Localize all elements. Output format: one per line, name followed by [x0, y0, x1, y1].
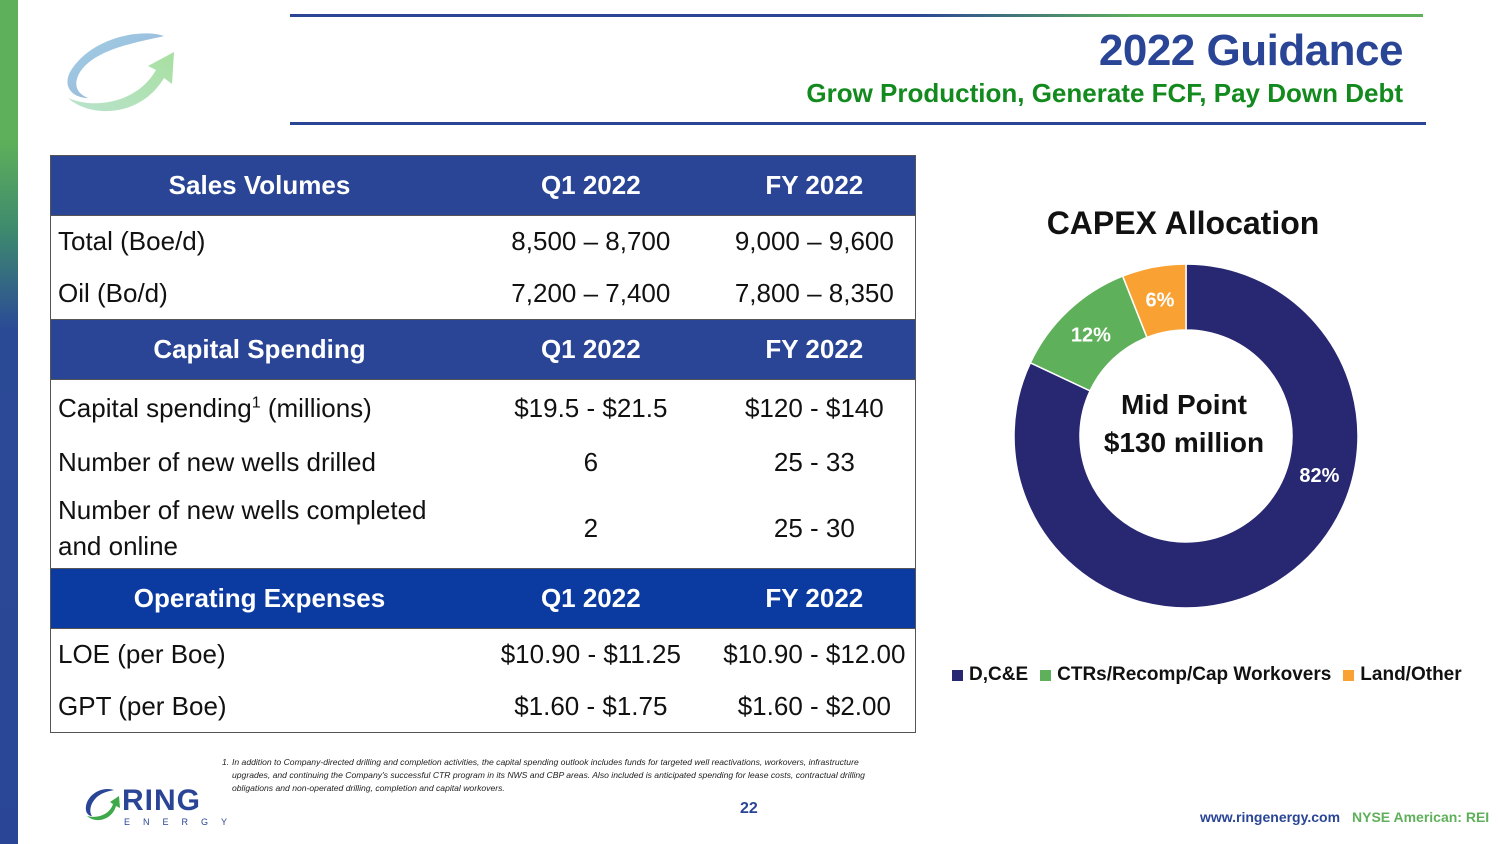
donut-center-label: Mid Point $130 million	[1084, 386, 1284, 462]
data-label-land: 6%	[1146, 289, 1175, 311]
legend-item-land: Land/Other	[1343, 664, 1462, 686]
row-label-line2: and online	[58, 531, 178, 562]
table-row: GPT (per Boe) $1.60 - $1.75 $1.60 - $2.0…	[51, 681, 916, 733]
q1-value: $10.90 - $11.25	[500, 639, 681, 670]
donut-slice-dce	[1013, 263, 1359, 609]
legend-swatch	[1343, 669, 1355, 681]
page-subtitle: Grow Production, Generate FCF, Pay Down …	[806, 78, 1403, 108]
left-accent-bar	[0, 0, 18, 844]
center-label-line2: $130 million	[1103, 427, 1265, 458]
fy-value: $1.60 - $2.00	[737, 690, 891, 721]
section-header-capital-spending: Capital Spending Q1 2022 FY 2022	[50, 319, 916, 380]
ring-logo-icon	[67, 33, 174, 112]
ring-energy-logo: RING ENERGY	[84, 784, 234, 830]
row-label: Number of new wells drilled	[58, 447, 376, 477]
legend-label: D,C&E	[969, 664, 1029, 685]
section-title: Operating Expenses	[50, 568, 468, 629]
fy-value: $120 - $140	[744, 392, 884, 423]
q1-value: $19.5 - $21.5	[514, 392, 668, 423]
chart-legend: D,C&E CTRs/Recomp/Cap Workovers Land/Other	[952, 664, 1462, 686]
footnote-text: In addition to Company-directed drilling…	[232, 757, 865, 793]
legend-swatch	[952, 669, 963, 681]
fy-value: $10.90 - $12.00	[723, 639, 906, 670]
column-header-q1: Q1 2022	[467, 568, 714, 629]
header-line-top	[290, 14, 1423, 17]
legend-label: CTRs/Recomp/Cap Workovers	[1057, 664, 1332, 685]
row-label: Number of new wells completed and online	[50, 488, 468, 569]
table-row: Number of new wells completed and online …	[50, 488, 916, 569]
header-line-bottom	[290, 122, 1426, 125]
donut-slice-land	[1121, 263, 1187, 339]
capex-donut-chart: 82% 12% 6%	[1013, 263, 1359, 609]
stock-ticker: NYSE American: REI	[1352, 809, 1490, 825]
data-label-dce: 82%	[1299, 465, 1339, 487]
row-label: Oil (Bo/d)	[50, 267, 468, 320]
row-label: Total (Boe/d)	[58, 226, 206, 257]
footnote-number: 1.	[222, 757, 230, 767]
table-row: Oil (Bo/d) 7,200 – 7,400 7,800 – 8,350	[50, 267, 916, 320]
column-header-fy: FY 2022	[713, 155, 916, 216]
q1-value: 8,500 – 8,700	[511, 226, 671, 257]
q1-value: $1.60 - $1.75	[514, 690, 668, 721]
q1-value: 7,200 – 7,400	[467, 267, 714, 320]
ring-swirl-icon	[85, 788, 120, 821]
logo-subword: ENERGY	[124, 817, 241, 827]
logo-wordmark: RING	[122, 784, 201, 817]
column-header-fy: FY 2022	[713, 568, 916, 629]
row-label: Capital spending1 (millions)	[51, 380, 468, 437]
column-header-q1: Q1 2022	[467, 319, 714, 380]
footnote: 1. In addition to Company-directed drilli…	[222, 756, 902, 795]
website-link[interactable]: www.ringenergy.com	[1200, 809, 1341, 825]
fy-value: 7,800 – 8,350	[713, 267, 916, 320]
guidance-table: Sales Volumes Q1 2022 FY 2022 Total (Boe…	[50, 155, 916, 733]
row-label: GPT (per Boe)	[58, 690, 227, 721]
legend-label: Land/Other	[1360, 664, 1462, 685]
legend-item-ctrs: CTRs/Recomp/Cap Workovers	[1040, 664, 1331, 686]
fy-value: 9,000 – 9,600	[734, 226, 894, 257]
section-title: Sales Volumes	[50, 155, 468, 216]
table-row: Total (Boe/d) 8,500 – 8,700 9,000 – 9,60…	[51, 216, 916, 268]
row-label-text: Capital spending	[58, 392, 252, 423]
column-header-fy: FY 2022	[713, 319, 916, 380]
center-label-line1: Mid Point	[1121, 389, 1247, 420]
page-number: 22	[740, 800, 758, 817]
q1-value: 2	[467, 488, 714, 569]
legend-item-dce: D,C&E	[952, 664, 1028, 686]
page-title: 2022 Guidance	[1098, 26, 1404, 75]
column-header-q1: Q1 2022	[467, 155, 714, 216]
row-label-line1: Number of new wells completed	[58, 495, 427, 526]
legend-swatch	[1040, 669, 1052, 681]
data-label-ctrs: 12%	[1071, 325, 1111, 347]
table-row: LOE (per Boe) $10.90 - $11.25 $10.90 - $…	[51, 629, 916, 681]
row-label-suffix: (millions)	[260, 392, 372, 423]
row-label: LOE (per Boe)	[58, 639, 226, 670]
section-header-sales-volumes: Sales Volumes Q1 2022 FY 2022	[50, 155, 916, 216]
section-title: Capital Spending	[50, 319, 468, 380]
table-row: Capital spending1 (millions) $19.5 - $21…	[51, 380, 916, 437]
fy-value: 25 - 33	[773, 447, 855, 477]
q1-value: 6	[583, 447, 599, 477]
section-header-operating-expenses: Operating Expenses Q1 2022 FY 2022	[50, 568, 916, 629]
footnote-marker: 1	[251, 394, 261, 412]
chart-title: CAPEX Allocation	[1046, 205, 1320, 241]
table-row: Number of new wells drilled 6 25 - 33	[51, 437, 916, 489]
fy-value: 25 - 30	[713, 488, 916, 569]
